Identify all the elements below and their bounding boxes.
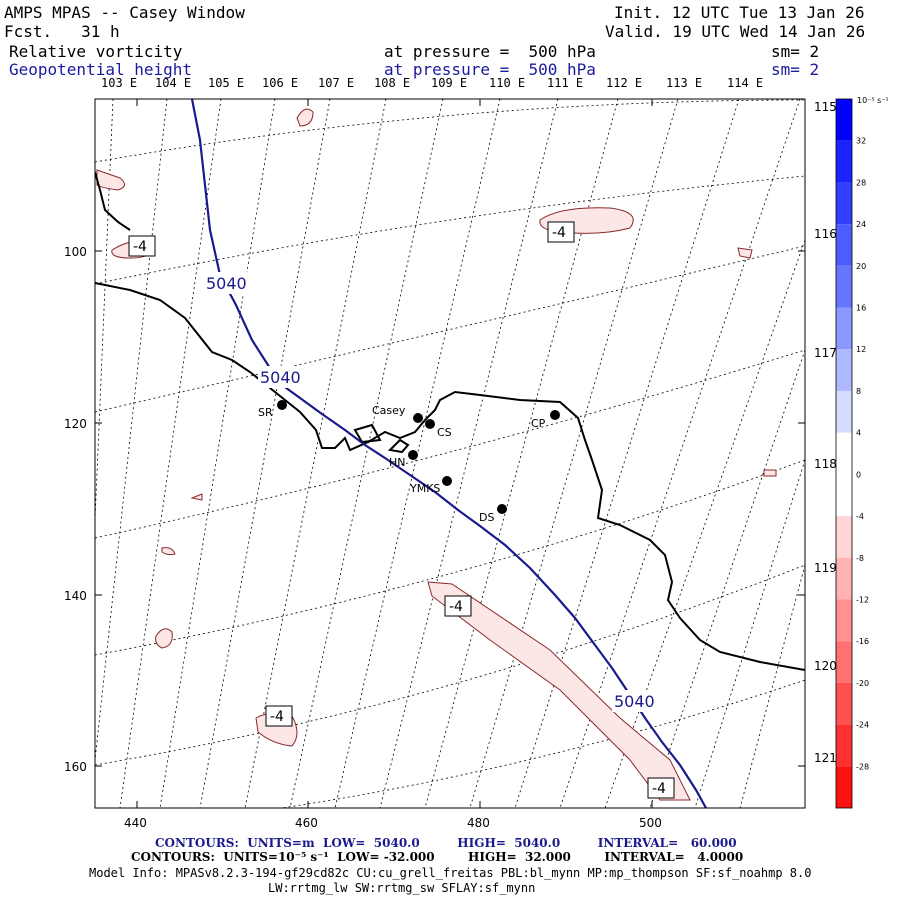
station-cs: CS — [437, 426, 452, 439]
x-tick-500: 500 — [639, 816, 662, 830]
lon-label-105: 105 E — [208, 76, 245, 90]
colorbar-tick-label: -8 — [856, 554, 864, 563]
colorbar-swatch — [836, 390, 852, 433]
lon-label-112: 112 E — [606, 76, 643, 90]
colorbar-tick-label: -16 — [856, 637, 869, 646]
colorbar-tick-label: 4 — [856, 429, 861, 438]
footer-physics-info: LW:rrtmg_lw SW:rrtmg_sw SFLAY:sf_mynn — [268, 881, 536, 895]
colorbar-tick-label: 8 — [856, 387, 861, 396]
colorbar-swatch — [836, 265, 852, 308]
axis-ticks — [95, 99, 805, 808]
field2-smoothing: sm= 2 — [771, 60, 820, 79]
colorbar-swatch — [836, 182, 852, 225]
colorbar-swatch — [836, 599, 852, 642]
height-label-3: 5040 — [614, 692, 655, 711]
height-label-1: 5040 — [206, 274, 247, 293]
lon-label-103: 103 E — [101, 76, 138, 90]
field1-smoothing: sm= 2 — [771, 42, 820, 61]
colorbar-tick-label: -20 — [856, 679, 869, 688]
field2-name: Geopotential height — [9, 60, 193, 79]
model-title: AMPS MPAS -- Casey Window — [4, 3, 245, 22]
lon-label-106: 106 E — [262, 76, 299, 90]
station-hn: HN — [389, 456, 406, 469]
vort-label-5: -4 — [652, 781, 666, 797]
x-tick-460: 460 — [295, 816, 318, 830]
colorbar-tick-label: 12 — [856, 345, 866, 354]
colorbar-swatch — [836, 682, 852, 725]
colorbar-swatch — [836, 766, 852, 808]
vort-labels: -4 -4 -4 -4 -4 — [128, 221, 675, 799]
y-tick-160: 160 — [64, 760, 87, 774]
latitude-lines — [95, 99, 805, 808]
colorbar-frame — [835, 98, 853, 809]
x-tick-480: 480 — [467, 816, 490, 830]
vorticity-regions — [96, 108, 777, 801]
station-casey: Casey — [372, 404, 406, 417]
colorbar-swatch — [836, 140, 852, 183]
lon-label-113: 113 E — [666, 76, 703, 90]
colorbar-tick-label: 20 — [856, 262, 866, 271]
map-content — [95, 99, 805, 808]
lon-label-111: 111 E — [547, 76, 584, 90]
valid-time: Valid. 19 UTC Wed 14 Jan 26 — [605, 22, 866, 41]
colorbar-swatch — [836, 641, 852, 683]
station-sr: SR — [258, 406, 273, 419]
colorbar-swatch — [836, 516, 852, 558]
colorbar-tick-label: -24 — [856, 721, 869, 730]
field1-name: Relative vorticity — [9, 42, 183, 61]
stations: SR Casey CS CP HN YMKS DS — [258, 400, 560, 524]
colorbar-swatch — [836, 724, 852, 767]
init-time: Init. 12 UTC Tue 13 Jan 26 — [614, 3, 865, 22]
colorbar-tick-label: 32 — [856, 137, 866, 146]
lon-label-110: 110 E — [489, 76, 526, 90]
colorbar-swatch — [836, 432, 852, 475]
station-cp: CP — [531, 417, 546, 430]
footer-vort-contours: CONTOURS: UNITS=10⁻⁵ s⁻¹ LOW= -32.000 HI… — [131, 850, 744, 864]
colorbar-units: 10⁻⁵ s⁻¹ — [857, 96, 889, 105]
lon-label-107: 107 E — [318, 76, 355, 90]
vort-label-3: -4 — [449, 599, 463, 615]
y-tick-140: 140 — [64, 589, 87, 603]
x-tick-440: 440 — [124, 816, 147, 830]
map-frame — [94, 98, 806, 809]
colorbar-swatch — [836, 349, 852, 391]
vort-label-1: -4 — [133, 239, 147, 255]
colorbar-swatch — [836, 224, 852, 266]
station-ymks: YMKS — [409, 482, 440, 495]
colorbar-swatch — [836, 474, 852, 517]
colorbar-tick-label: -4 — [856, 512, 864, 521]
colorbar-tick-label: 24 — [856, 220, 866, 229]
footer-height-contours: CONTOURS: UNITS=m LOW= 5040.0 HIGH= 5040… — [155, 836, 737, 850]
vort-label-4: -4 — [270, 709, 284, 725]
field2-level: at pressure = 500 hPa — [384, 60, 596, 79]
colorbar-swatch — [836, 99, 852, 141]
footer-model-info: Model Info: MPASv8.2.3-194-gf29cd82c CU:… — [89, 866, 812, 880]
colorbar-tick-label: 16 — [856, 304, 866, 313]
height-label-2: 5040 — [260, 368, 301, 387]
colorbar-swatch — [836, 307, 852, 350]
lon-label-108: 108 E — [374, 76, 411, 90]
colorbar: 32 28 24 20 16 12 8 4 0 -4 -8 -12 -16 -20 -24 -28 — [835, 98, 869, 809]
height-labels: 5040 5040 5040 — [204, 272, 660, 712]
y-tick-120: 120 — [64, 417, 87, 431]
colorbar-tick-label: -12 — [856, 595, 869, 604]
station-ds: DS — [479, 511, 494, 524]
colorbar-tick-label: 0 — [856, 470, 861, 479]
vort-label-2: -4 — [552, 225, 566, 241]
longitude-lines — [95, 99, 805, 808]
lon-label-109: 109 E — [431, 76, 468, 90]
colorbar-tick-label: -28 — [856, 762, 869, 771]
forecast-hour: Fcst. 31 h — [4, 22, 120, 41]
colorbar-swatch — [836, 557, 852, 600]
lon-label-104: 104 E — [155, 76, 192, 90]
colorbar-tick-label: 28 — [856, 178, 866, 187]
y-tick-100: 100 — [64, 245, 87, 259]
axis-labels: 100 120 140 160 440 460 480 500 — [64, 245, 662, 830]
field1-level: at pressure = 500 hPa — [384, 42, 596, 61]
lon-label-114: 114 E — [727, 76, 764, 90]
